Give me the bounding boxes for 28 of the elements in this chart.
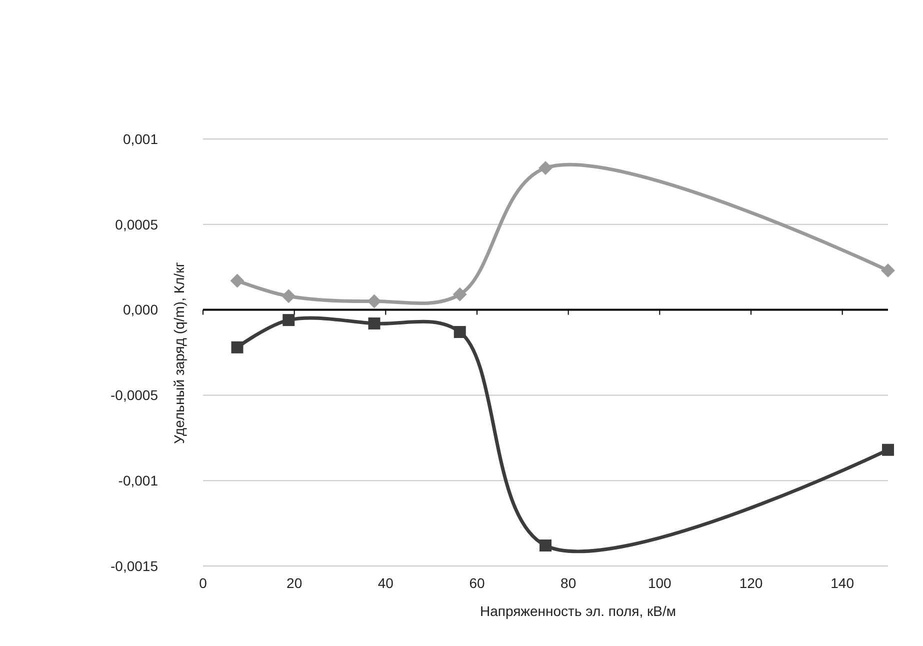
point — [540, 540, 552, 552]
point — [367, 294, 382, 308]
y-tick-label: -0,0005 — [110, 387, 158, 404]
point — [368, 317, 380, 330]
x-tick-label: 20 — [286, 575, 302, 591]
point — [881, 264, 895, 278]
y-tick-label: 0,0005 — [115, 216, 158, 232]
x-tick-label: 60 — [469, 575, 485, 591]
point — [231, 341, 244, 354]
y-tick-label: 0,000 — [122, 302, 158, 318]
point — [538, 161, 552, 176]
y-tick-label: -0,001 — [118, 472, 158, 488]
x-tick-label: 80 — [560, 575, 576, 591]
point — [452, 287, 467, 302]
point — [282, 289, 296, 304]
y-tick-label: -0,0015 — [110, 558, 158, 574]
x-tick-label: 100 — [648, 575, 672, 591]
point — [230, 274, 244, 288]
x-tick-label: 0 — [199, 575, 208, 591]
x-tick-label: 40 — [378, 575, 394, 591]
point — [282, 314, 295, 326]
point — [882, 444, 894, 456]
y-axis-title: Удельный заряд (q/m), Кл/кг — [171, 262, 187, 444]
point — [454, 326, 466, 338]
x-tick-label: 140 — [830, 575, 854, 591]
x-tick-label: 120 — [739, 575, 763, 591]
y-tick-label: 0,001 — [122, 130, 158, 147]
x-axis-title: Напряженность эл. поля, кВ/м — [480, 603, 676, 619]
